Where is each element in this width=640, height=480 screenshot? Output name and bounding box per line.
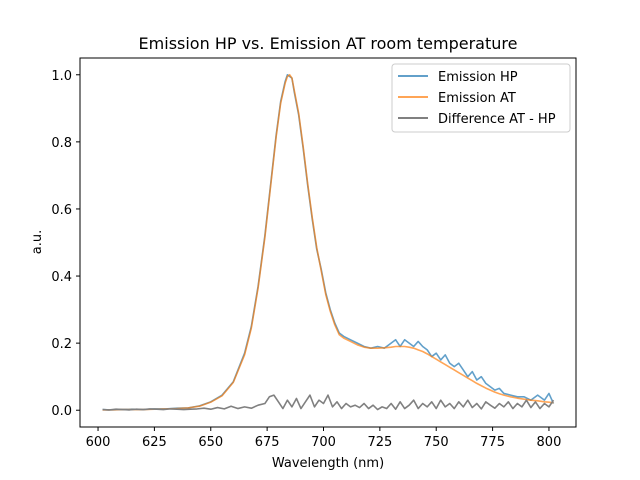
x-tick-label: 700 <box>311 435 336 450</box>
plot-area <box>79 57 577 428</box>
x-tick-label: 675 <box>255 435 280 450</box>
y-tick-label: 0.6 <box>51 203 72 218</box>
x-tick-label: 625 <box>142 435 167 450</box>
y-axis-label: a.u. <box>30 230 45 254</box>
x-axis: 600 625 650 675 700 725 750 775 800 <box>86 427 562 450</box>
x-tick-label: 750 <box>424 435 449 450</box>
y-tick-label: 1.0 <box>51 69 72 84</box>
plot-frame <box>79 57 577 428</box>
series-line-emission-at <box>102 73 554 411</box>
x-tick-label: 725 <box>367 435 392 450</box>
x-tick-label: 800 <box>537 435 562 450</box>
chart-title: Emission HP vs. Emission AT room tempera… <box>139 34 518 53</box>
y-tick-label: 0.0 <box>51 404 72 419</box>
y-tick-label: 0.4 <box>51 270 72 285</box>
y-tick-label: 0.8 <box>51 136 72 151</box>
legend-label-emission-hp: Emission HP <box>438 70 518 85</box>
x-tick-label: 600 <box>86 435 111 450</box>
series-layer <box>102 73 555 411</box>
x-tick-label: 775 <box>480 435 505 450</box>
x-tick-label: 650 <box>198 435 223 450</box>
y-tick-label: 0.2 <box>51 337 72 352</box>
y-axis: 0.0 0.2 0.4 0.6 0.8 1.0 <box>51 69 80 419</box>
legend-label-difference: Difference AT - HP <box>438 112 556 127</box>
legend: Emission HP Emission AT Difference AT - … <box>391 63 571 133</box>
x-axis-label: Wavelength (nm) <box>272 456 384 471</box>
series-line-difference <box>102 394 555 411</box>
legend-box <box>391 63 571 133</box>
legend-label-emission-at: Emission AT <box>438 91 516 106</box>
